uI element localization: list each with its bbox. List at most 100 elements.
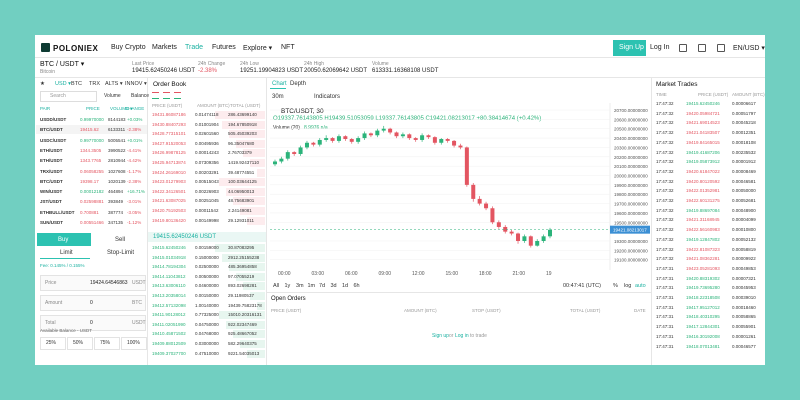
ob-cell: 0.03000000 bbox=[195, 341, 219, 346]
sell[interactable]: Sell bbox=[115, 237, 126, 243]
ob-cell: 19425.94713874 bbox=[152, 160, 186, 165]
market-tab[interactable]: ★ bbox=[40, 81, 45, 87]
market-cell: -3.01% bbox=[127, 199, 142, 205]
range[interactable]: 3m bbox=[296, 283, 304, 289]
range[interactable]: 1d bbox=[342, 283, 349, 289]
ob-cell: 0.00251045 bbox=[195, 198, 219, 204]
stop-limit[interactable]: Stop-Limit bbox=[107, 250, 135, 256]
nav-item[interactable]: Futures bbox=[212, 44, 236, 51]
signup[interactable]: Sign Up bbox=[619, 44, 644, 51]
buy-tab[interactable] bbox=[37, 233, 91, 246]
depth-bar bbox=[233, 197, 265, 206]
trade-cell: 19422.01352981 bbox=[686, 188, 720, 194]
icon[interactable] bbox=[698, 44, 706, 52]
oo-header: DATE bbox=[634, 308, 646, 313]
login[interactable]: Log In bbox=[650, 44, 670, 51]
nav-item[interactable]: Trade bbox=[185, 44, 204, 51]
language[interactable]: EN/USD ▾ bbox=[733, 45, 765, 52]
search-box[interactable] bbox=[40, 91, 97, 102]
stat-value: -2.38% bbox=[198, 68, 218, 74]
trade-cell: 19418.07013481 bbox=[686, 343, 720, 349]
nav-item[interactable]: Explore ▾ bbox=[243, 45, 273, 52]
range[interactable]: 1m bbox=[307, 283, 316, 289]
depth-bar bbox=[236, 139, 265, 148]
range[interactable]: All bbox=[273, 283, 280, 289]
percent-btn[interactable] bbox=[67, 337, 93, 350]
market-cell: 6133311 bbox=[108, 127, 126, 133]
chart-tab[interactable]: Chart bbox=[272, 81, 287, 87]
range[interactable]: 3d bbox=[330, 283, 337, 289]
market-tab[interactable]: TRX bbox=[89, 81, 100, 87]
market-cell: +16.71% bbox=[127, 189, 145, 195]
range[interactable]: 1y bbox=[284, 283, 291, 289]
login-link[interactable]: Log in bbox=[455, 333, 469, 339]
percent[interactable]: 100% bbox=[127, 340, 140, 346]
input-box[interactable] bbox=[40, 275, 146, 291]
ob-cell: 1419.92437110 bbox=[228, 160, 259, 165]
option[interactable]: Volume bbox=[104, 93, 121, 99]
depth-bar bbox=[233, 330, 265, 339]
input-box[interactable] bbox=[40, 295, 146, 311]
ob-cell: 19423.01279903 bbox=[152, 179, 186, 185]
nav-item[interactable]: Markets bbox=[152, 44, 177, 51]
percent[interactable]: 25% bbox=[46, 340, 57, 346]
nav-item[interactable]: Buy Crypto bbox=[111, 44, 146, 51]
scale-opt[interactable]: log bbox=[624, 283, 632, 289]
ohlc: O19337.76143805 H19439.51053059 L19337.7… bbox=[273, 116, 542, 122]
nav-item[interactable]: NFT bbox=[281, 44, 295, 51]
ob-cell: 29.12931011 bbox=[228, 217, 254, 223]
trade-cell: 17:47:32 bbox=[656, 149, 674, 155]
search[interactable]: Search bbox=[50, 93, 66, 99]
trade-cell: 0.00008469 bbox=[732, 168, 756, 174]
trade-cell: 17:47:32 bbox=[656, 139, 674, 145]
ob-cell: 925.48667052 bbox=[228, 331, 257, 337]
trade-cell: 0.00001912 bbox=[732, 159, 756, 165]
depth-bar bbox=[229, 130, 265, 139]
percent-btn[interactable] bbox=[40, 337, 66, 350]
signup-btn[interactable] bbox=[613, 40, 646, 56]
ob-header: TOTAL (USDT) bbox=[230, 103, 261, 108]
ob-cell: 19439.75823178 bbox=[228, 302, 262, 308]
percent-btn[interactable] bbox=[121, 337, 147, 350]
buy[interactable]: Buy bbox=[58, 237, 69, 243]
trade-cell: 17:47:31 bbox=[656, 314, 674, 320]
input-unit: USDT bbox=[132, 280, 146, 286]
range[interactable]: 6h bbox=[353, 283, 360, 289]
market-tab[interactable]: INNOV ▾ bbox=[125, 81, 147, 87]
interval[interactable]: 30m bbox=[272, 94, 284, 100]
option[interactable]: Balance bbox=[131, 93, 150, 99]
percent-btn[interactable] bbox=[94, 337, 120, 350]
panel-divider bbox=[651, 78, 652, 365]
icon[interactable] bbox=[717, 44, 725, 52]
ob-cell: 15010.20316131 bbox=[228, 312, 262, 318]
limit[interactable]: Limit bbox=[60, 250, 73, 256]
oo-header: PRICE (USDT) bbox=[271, 308, 302, 313]
icon[interactable] bbox=[679, 44, 687, 52]
percent[interactable]: 50% bbox=[73, 340, 84, 346]
signup-link[interactable]: Sign up bbox=[432, 333, 449, 339]
ob-cell: 0.00011542 bbox=[195, 208, 219, 213]
scale-opt[interactable]: auto bbox=[635, 283, 646, 289]
trade-cell: 19421.08362281 bbox=[686, 256, 720, 262]
indicators[interactable]: Indicators bbox=[314, 94, 341, 100]
trade-cell: 0.00235532 bbox=[732, 149, 756, 155]
market-tab[interactable]: USD ▾ bbox=[55, 81, 71, 87]
input-box[interactable] bbox=[40, 315, 146, 331]
market-tab[interactable]: ALTS ▾ bbox=[105, 81, 123, 87]
range[interactable]: 7d bbox=[319, 283, 326, 289]
ob-cell: 29.11980537 bbox=[228, 293, 254, 298]
trade-cell: 0.00052681 bbox=[732, 198, 756, 203]
fee: Fee: 0.145% / 0.155% bbox=[40, 263, 85, 268]
chart-tab[interactable]: Depth bbox=[290, 81, 307, 87]
market-tab[interactable]: BTC bbox=[71, 81, 82, 87]
trade-cell: 19415.62450246 bbox=[686, 101, 720, 106]
scale-opt[interactable]: % bbox=[613, 283, 618, 289]
ticker-border bbox=[35, 77, 765, 78]
ob-cell: 0.15000000 bbox=[195, 254, 219, 260]
trade-cell: 0.00007321 bbox=[732, 275, 756, 281]
to-trade: to trade bbox=[470, 333, 487, 339]
ob-cell: 0.04750000 bbox=[195, 321, 219, 327]
trade-cell: 17:47:32 bbox=[656, 120, 674, 126]
stat-label: 24h Low bbox=[240, 61, 259, 67]
percent[interactable]: 75% bbox=[100, 340, 111, 346]
